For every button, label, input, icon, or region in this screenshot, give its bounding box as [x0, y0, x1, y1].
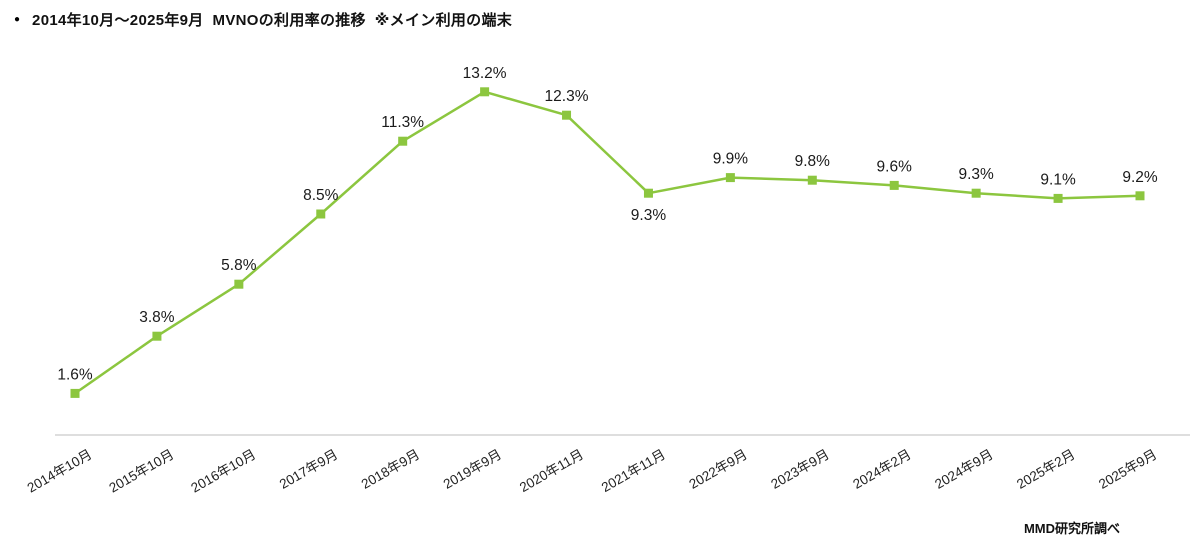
- value-label: 9.3%: [958, 166, 994, 183]
- value-label: 12.3%: [545, 88, 589, 105]
- x-axis-label: 2019年9月: [441, 447, 504, 492]
- x-axis-label: 2024年9月: [932, 447, 995, 492]
- x-axis-label: 2014年10月: [25, 447, 95, 496]
- chart-title: 2014年10月～2025年9月 MVNOの利用率の推移 ※メイン利用の端末: [32, 12, 513, 29]
- value-label: 13.2%: [463, 65, 507, 82]
- value-label: 9.9%: [713, 151, 749, 168]
- data-point-marker: [480, 87, 490, 97]
- data-point-marker: [316, 209, 326, 219]
- value-label: 1.6%: [57, 366, 93, 383]
- x-axis-label: 2022年9月: [686, 447, 749, 492]
- source-credit: MMD研究所調べ: [1023, 521, 1120, 536]
- trend-line: [73, 90, 1142, 395]
- x-axis-label: 2018年9月: [359, 447, 422, 492]
- x-axis-label: 2025年2月: [1014, 447, 1077, 492]
- value-label: 3.8%: [139, 309, 175, 326]
- data-point-marker: [562, 110, 572, 120]
- value-label: 5.8%: [221, 257, 257, 274]
- data-point-marker: [70, 388, 80, 398]
- bullet-icon: ●: [14, 13, 21, 25]
- x-axis-label: 2016年10月: [188, 447, 258, 496]
- value-label: 9.3%: [631, 207, 667, 224]
- x-axis-label: 2020年11月: [517, 447, 586, 496]
- x-axis-label: 2024年2月: [850, 447, 913, 492]
- data-point-marker: [152, 331, 162, 341]
- chart-title-row: ● 2014年10月～2025年9月 MVNOの利用率の推移 ※メイン利用の端末: [14, 9, 512, 30]
- data-point-marker: [725, 173, 735, 183]
- x-axis-label: 2025年9月: [1096, 447, 1159, 492]
- data-point-marker: [1135, 191, 1145, 201]
- x-axis-label: 2017年9月: [277, 447, 340, 492]
- value-label: 11.3%: [381, 114, 424, 131]
- value-label: 9.1%: [1040, 171, 1076, 188]
- value-label: 9.2%: [1122, 169, 1158, 186]
- data-point-marker: [643, 188, 653, 198]
- value-label: 8.5%: [303, 187, 339, 204]
- value-label: 9.8%: [795, 153, 831, 170]
- x-axis-label: 2021年11月: [599, 447, 668, 496]
- data-point-marker: [807, 175, 817, 185]
- data-point-marker: [1053, 193, 1063, 203]
- data-point-marker: [971, 188, 981, 198]
- data-point-marker: [889, 180, 899, 190]
- data-point-marker: [234, 279, 244, 289]
- data-point-marker: [398, 136, 408, 146]
- x-axis-label: 2015年10月: [107, 447, 177, 496]
- x-axis-label: 2023年9月: [768, 447, 831, 492]
- value-label: 9.6%: [877, 158, 913, 175]
